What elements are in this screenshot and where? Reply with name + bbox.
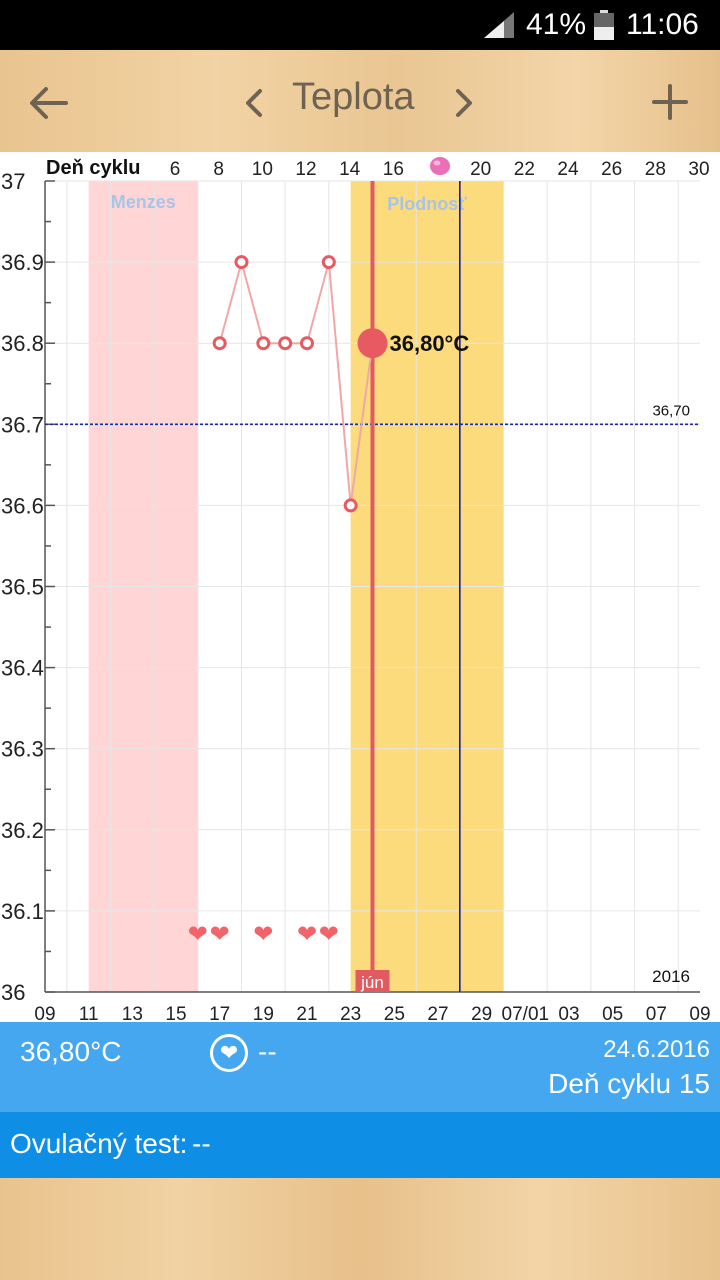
temperature-point [278, 336, 293, 351]
bottom-tick-label: 25 [384, 1004, 405, 1022]
bottom-tick-label: 11 [79, 1004, 99, 1022]
temperature-point [300, 336, 314, 351]
ovulation-test-label: Ovulačný test: [10, 1128, 188, 1159]
y-tick-label: 36.9 [1, 250, 44, 275]
coverline-label: 36,70 [652, 402, 690, 419]
heart-marker-icon: ❤ [253, 921, 273, 948]
heart-marker-icon: ❤ [188, 921, 208, 948]
add-icon[interactable] [644, 76, 696, 128]
top-tick-label: 20 [470, 159, 491, 180]
ovulation-marker-highlight [433, 160, 441, 166]
top-tick-label: 6 [170, 159, 181, 180]
top-tick-label: 16 [383, 159, 404, 180]
page-title: Teplota [292, 76, 415, 118]
heart-button[interactable]: ❤ [210, 1034, 248, 1072]
top-tick-label: 8 [213, 159, 224, 180]
y-tick-label: 36.5 [1, 575, 44, 600]
chart-svg[interactable]: Menzes Plodnosť 37 36.9 36.8 36.7 36.6 36.5 36.4… [0, 152, 720, 1022]
bottom-tick-label: 05 [602, 1004, 623, 1022]
top-tick-label: 24 [557, 159, 579, 180]
info-panel: 36,80°C ❤ -- 24.6.2016 Deň cyklu 15 [0, 1022, 720, 1112]
temperature-point [256, 336, 271, 351]
y-tick-label: 36.7 [1, 412, 44, 437]
heart-icon: ❤ [219, 1040, 239, 1065]
back-arrow-icon[interactable] [24, 78, 74, 128]
bottom-tick-label: 27 [427, 1004, 448, 1022]
ovulation-test-value: -- [192, 1128, 211, 1159]
temperature-point [234, 255, 249, 270]
y-tick-label: 36.3 [1, 737, 44, 762]
top-tick-label: 30 [688, 159, 709, 180]
bottom-tick-label: 19 [253, 1004, 274, 1022]
y-tick-label: 36 [1, 980, 25, 1005]
temperature-point [321, 255, 336, 270]
bottom-tick-label: 09 [689, 1004, 710, 1022]
temperature-point [343, 498, 358, 513]
top-tick-label: 12 [295, 159, 316, 180]
bottom-tick-label: 21 [296, 1004, 317, 1022]
chevron-left-icon[interactable] [238, 78, 268, 128]
bottom-tick-label: 03 [558, 1004, 579, 1022]
top-tick-label: 22 [514, 159, 535, 180]
temperature-line [218, 258, 374, 506]
heart-marker-icon: ❤ [319, 921, 339, 948]
top-tick-label: 14 [339, 159, 361, 180]
selected-temperature-label: 36,80°C [390, 331, 470, 356]
bottom-tick-label: 15 [165, 1004, 186, 1022]
y-tick-label: 36.2 [1, 818, 44, 843]
battery-icon [594, 10, 614, 40]
top-tick-label: 28 [645, 159, 666, 180]
y-tick-label: 36.4 [1, 656, 44, 681]
bottom-tick-label: 07 [646, 1004, 667, 1022]
y-tick-label: 36.1 [1, 899, 44, 924]
menses-label: Menzes [111, 192, 176, 212]
chevron-right-icon[interactable] [450, 78, 480, 128]
year-label: 2016 [652, 967, 690, 986]
bottom-tick-label: 13 [122, 1004, 143, 1022]
bottom-tick-label: 09 [34, 1004, 55, 1022]
intercourse-value: -- [258, 1036, 277, 1067]
top-axis-label: Deň cyklu [46, 157, 140, 179]
signal-icon [484, 12, 514, 38]
battery-percent: 41% [526, 8, 587, 41]
ovulation-test-row[interactable]: Ovulačný test: -- [0, 1112, 720, 1178]
selected-date: 24.6.2016 [603, 1036, 710, 1063]
cycle-day: Deň cyklu 15 [548, 1068, 710, 1099]
y-tick-label: 37 [1, 169, 25, 194]
month-label-bg [355, 970, 390, 992]
month-label: jún [360, 973, 384, 992]
y-tick-label: 36.8 [1, 331, 44, 356]
heart-marker-icon: ❤ [210, 921, 230, 948]
status-bar: 41% 11:06 [0, 0, 720, 50]
bottom-background [0, 1178, 720, 1280]
temperature-point [212, 336, 227, 351]
heart-marker-icon: ❤ [297, 921, 317, 948]
top-tick-label: 10 [252, 159, 273, 180]
bottom-tick-label: 23 [340, 1004, 361, 1022]
bottom-tick-label: 17 [209, 1004, 230, 1022]
temperature-chart[interactable]: Menzes Plodnosť 37 36.9 36.8 36.7 36.6 36.5 36.4… [0, 152, 720, 1022]
top-tick-label: 26 [601, 159, 622, 180]
y-tick-label: 36.6 [1, 493, 44, 518]
selected-temperature: 36,80°C [20, 1036, 122, 1067]
bottom-tick-label: 07/01 [502, 1004, 550, 1022]
toolbar: Teplota [0, 50, 720, 155]
ovulation-marker-icon [430, 157, 450, 175]
bottom-tick-label: 29 [471, 1004, 492, 1022]
selected-temperature-point [357, 328, 388, 359]
fertile-label: Plodnosť [387, 194, 467, 214]
clock: 11:06 [626, 8, 699, 41]
